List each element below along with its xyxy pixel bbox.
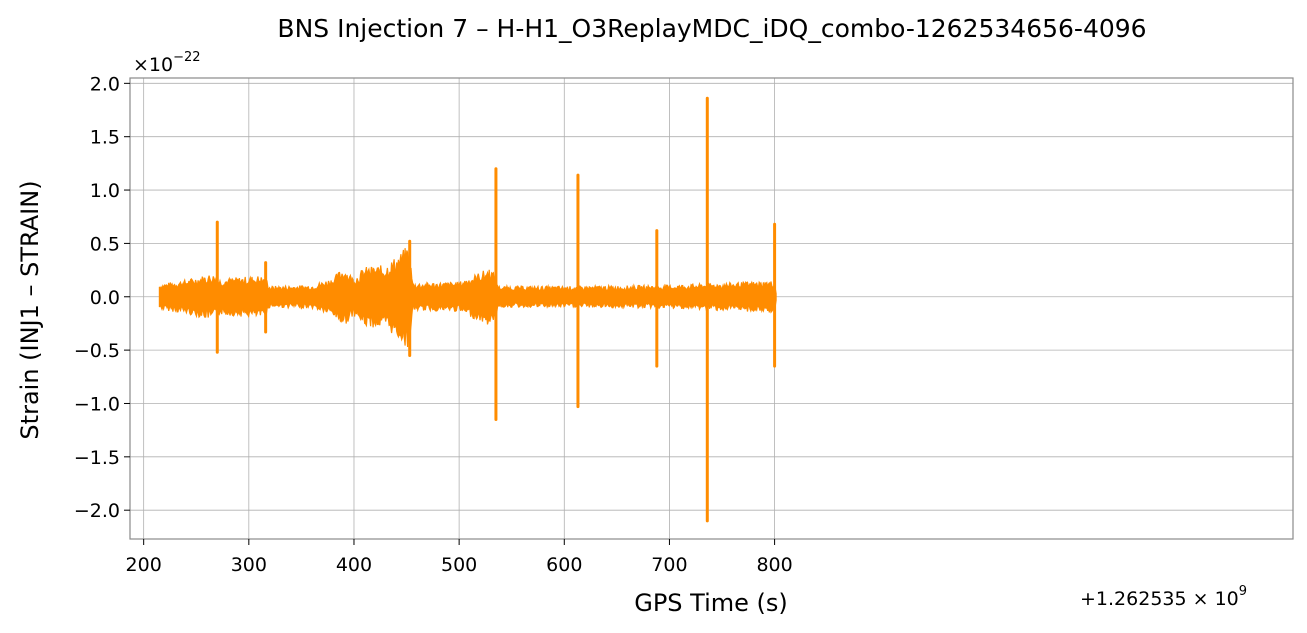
y-tick-label: −1.5 — [74, 447, 120, 469]
x-tick-label: 300 — [231, 554, 267, 576]
strain-series — [158, 96, 777, 523]
y-tick-label: 2.0 — [90, 73, 120, 95]
x-offset-factor: +1.262535 × 109 — [1080, 584, 1247, 610]
chart-title: BNS Injection 7 – H-H1_O3ReplayMDC_iDQ_c… — [277, 14, 1146, 43]
y-tick-label: −2.0 — [74, 500, 120, 522]
y-tick-label: 1.0 — [90, 180, 120, 202]
y-scale-base: ×10 — [133, 54, 173, 76]
y-axis-label: Strain (INJ1 – STRAIN) — [16, 180, 44, 439]
x-tick-label: 400 — [336, 554, 372, 576]
y-tick-label: 0.5 — [90, 233, 120, 255]
plot-area-frame — [129, 77, 1294, 540]
y-tick-label: −1.0 — [74, 393, 120, 415]
y-tick-label: −0.5 — [74, 340, 120, 362]
x-offset-exponent: 9 — [1239, 584, 1247, 599]
x-offset-base: +1.262535 × 10 — [1080, 588, 1239, 610]
x-tick-label: 800 — [756, 554, 792, 576]
y-tick-label: 1.5 — [90, 127, 120, 149]
x-tick-label: 200 — [126, 554, 162, 576]
x-tick-label: 500 — [441, 554, 477, 576]
y-tick-label: 0.0 — [90, 287, 120, 309]
y-scale-factor: ×10−22 — [133, 50, 201, 76]
x-axis-ticks: 200 300 400 500 600 700 800 — [126, 539, 793, 576]
y-axis-ticks: 2.0 1.5 1.0 0.5 0.0 −0.5 −1.0 −1.5 −2.0 — [74, 73, 130, 522]
y-scale-exponent: −22 — [173, 50, 200, 65]
x-tick-label: 700 — [651, 554, 687, 576]
x-tick-label: 600 — [546, 554, 582, 576]
strain-noise-band — [158, 248, 777, 348]
x-axis-label: GPS Time (s) — [634, 589, 788, 617]
